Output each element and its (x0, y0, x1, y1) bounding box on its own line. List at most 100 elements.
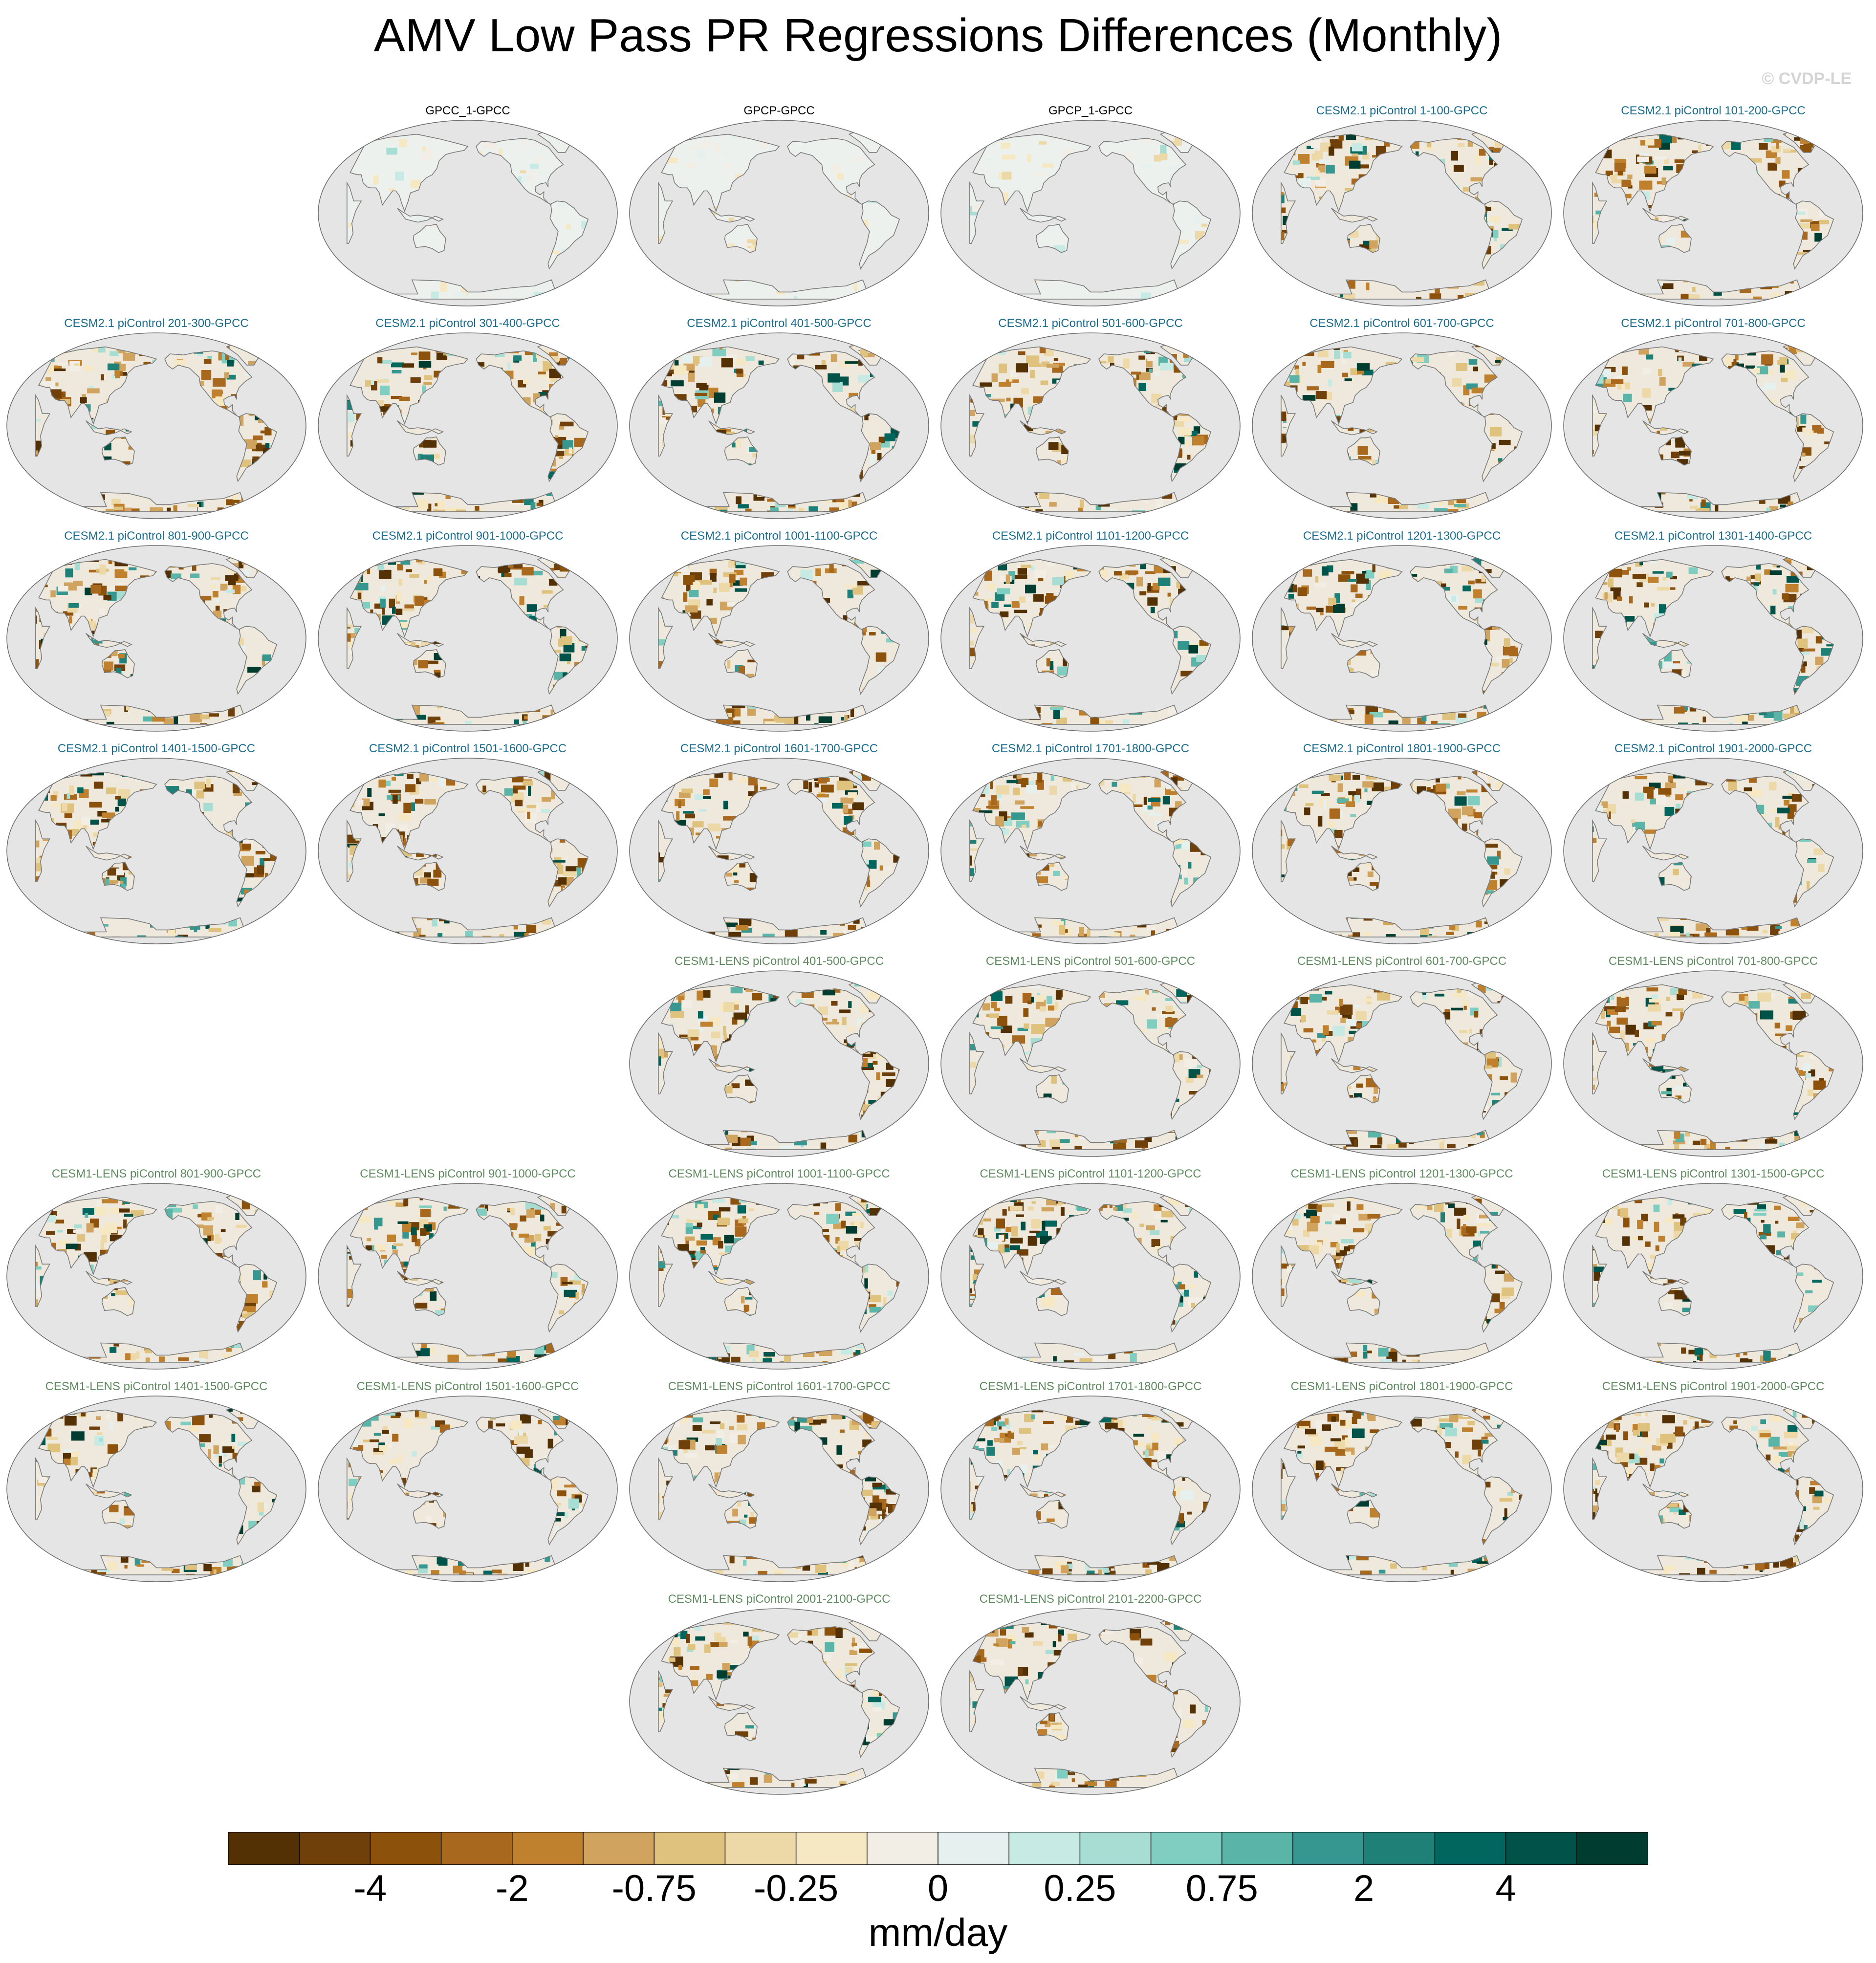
world-map (629, 545, 929, 732)
panel-label: CESM1-LENS piControl 1201-1300-GPCC (1290, 1167, 1513, 1180)
map-border (940, 1183, 1241, 1370)
colorbar-swatch (1150, 1832, 1223, 1865)
panel-label: CESM2.1 piControl 1901-2000-GPCC (1614, 742, 1812, 755)
map-border (1563, 758, 1863, 944)
panel-label: CESM2.1 piControl 1601-1700-GPCC (680, 742, 878, 755)
map-panel: CESM1-LENS piControl 701-800-GPCC (1557, 954, 1870, 1163)
colorbar-swatch (583, 1832, 655, 1865)
world-map (318, 120, 618, 306)
map-panel: CESM1-LENS piControl 901-1000-GPCC (311, 1167, 624, 1376)
colorbar-swatch (1505, 1832, 1578, 1865)
world-map (629, 332, 929, 519)
colorbar-tick-label: -0.25 (753, 1868, 839, 1909)
world-map (1563, 1183, 1863, 1370)
map-panel: CESM1-LENS piControl 401-500-GPCC (623, 954, 936, 1163)
world-map (318, 332, 618, 519)
panel-label: CESM1-LENS piControl 1501-1600-GPCC (356, 1380, 579, 1393)
map-border (629, 758, 929, 944)
world-map (940, 332, 1241, 519)
map-border (629, 120, 929, 306)
world-map (318, 1183, 618, 1370)
world-map (1563, 970, 1863, 1157)
panel-label: CESM1-LENS piControl 1801-1900-GPCC (1290, 1380, 1513, 1393)
colorbar-swatch (1292, 1832, 1365, 1865)
world-map (629, 1396, 929, 1582)
map-panel: CESM1-LENS piControl 501-600-GPCC (934, 954, 1247, 1163)
map-panel: CESM1-LENS piControl 801-900-GPCC (0, 1167, 313, 1376)
panel-label: CESM1-LENS piControl 2001-2100-GPCC (668, 1592, 891, 1606)
map-panel: CESM2.1 piControl 1101-1200-GPCC (934, 529, 1247, 738)
map-border (318, 1396, 618, 1582)
world-map (6, 758, 306, 944)
map-border (318, 758, 618, 944)
panel-label: CESM2.1 piControl 1301-1400-GPCC (1614, 529, 1812, 543)
colorbar (228, 1832, 1648, 1865)
world-map (940, 1608, 1241, 1795)
colorbar-swatch (795, 1832, 868, 1865)
map-panel: CESM2.1 piControl 901-1000-GPCC (311, 529, 624, 738)
map-panel: CESM2.1 piControl 201-300-GPCC (0, 316, 313, 525)
panel-label: CESM2.1 piControl 1-100-GPCC (1316, 104, 1488, 117)
panel-label: CESM2.1 piControl 1501-1600-GPCC (369, 742, 567, 755)
colorbar-swatch (440, 1832, 513, 1865)
colorbar-swatch (1222, 1832, 1294, 1865)
map-panel: CESM2.1 piControl 1501-1600-GPCC (311, 742, 624, 951)
panel-label: CESM1-LENS piControl 701-800-GPCC (1608, 955, 1818, 968)
panel-label: CESM1-LENS piControl 1401-1500-GPCC (45, 1380, 268, 1393)
world-map (1252, 332, 1552, 519)
panel-label: CESM2.1 piControl 1001-1100-GPCC (680, 529, 878, 543)
map-border (940, 545, 1241, 732)
watermark: © CVDP-LE (1762, 69, 1852, 88)
map-border (1252, 970, 1552, 1157)
colorbar-swatch (299, 1832, 371, 1865)
panel-label: CESM1-LENS piControl 801-900-GPCC (51, 1167, 262, 1180)
world-map (6, 332, 306, 519)
panel-label: CESM1-LENS piControl 901-1000-GPCC (360, 1167, 576, 1180)
world-map (1563, 1396, 1863, 1582)
map-panel: CESM2.1 piControl 1601-1700-GPCC (623, 742, 936, 951)
world-map (629, 1608, 929, 1795)
colorbar-tick-label: -0.75 (611, 1868, 697, 1909)
world-map (629, 758, 929, 944)
map-border (318, 332, 618, 519)
figure-title: AMV Low Pass PR Regressions Differences … (373, 9, 1503, 62)
world-map (318, 1396, 618, 1582)
panel-label: CESM2.1 piControl 501-600-GPCC (998, 317, 1183, 330)
map-border (940, 1396, 1241, 1582)
colorbar-tick-label: 0.75 (1185, 1868, 1258, 1909)
map-border (318, 1183, 618, 1370)
map-panel: CESM1-LENS piControl 2101-2200-GPCC (934, 1592, 1247, 1801)
panel-label: CESM1-LENS piControl 1001-1100-GPCC (668, 1167, 890, 1180)
map-border (1252, 1183, 1552, 1370)
map-panel: CESM1-LENS piControl 1001-1100-GPCC (623, 1167, 936, 1376)
map-border (940, 332, 1241, 519)
panel-label: CESM2.1 piControl 1101-1200-GPCC (992, 529, 1189, 543)
panel-label: CESM1-LENS piControl 1601-1700-GPCC (668, 1380, 891, 1393)
map-panel: CESM2.1 piControl 1-100-GPCC (1245, 104, 1558, 313)
map-border (1252, 120, 1552, 306)
world-map (1563, 545, 1863, 732)
world-map (1252, 758, 1552, 944)
map-panel: CESM1-LENS piControl 1401-1500-GPCC (0, 1379, 313, 1589)
colorbar-tick-label: 2 (1353, 1868, 1374, 1909)
colorbar-swatch (654, 1832, 726, 1865)
world-map (6, 545, 306, 732)
colorbar-swatch (1576, 1832, 1648, 1865)
colorbar-tick-label: 4 (1495, 1868, 1516, 1909)
map-panels-grid: GPCC_1-GPCC GPCP-GPCC GPCP_1-GPCC CESM2.1 p… (0, 104, 1870, 1801)
map-border (1252, 545, 1552, 732)
map-border (629, 1183, 929, 1370)
world-map (1252, 545, 1552, 732)
map-border (6, 1396, 306, 1582)
colorbar-swatch (370, 1832, 442, 1865)
colorbar-swatch (1434, 1832, 1506, 1865)
colorbar-swatch (228, 1832, 300, 1865)
world-map (629, 120, 929, 306)
world-map (940, 1396, 1241, 1582)
world-map (940, 120, 1241, 306)
panel-label: CESM1-LENS piControl 401-500-GPCC (674, 955, 884, 968)
map-panel: CESM2.1 piControl 701-800-GPCC (1557, 316, 1870, 525)
map-panel: CESM2.1 piControl 401-500-GPCC (623, 316, 936, 525)
map-border (1252, 1396, 1552, 1582)
panel-label: GPCP-GPCC (743, 104, 815, 117)
